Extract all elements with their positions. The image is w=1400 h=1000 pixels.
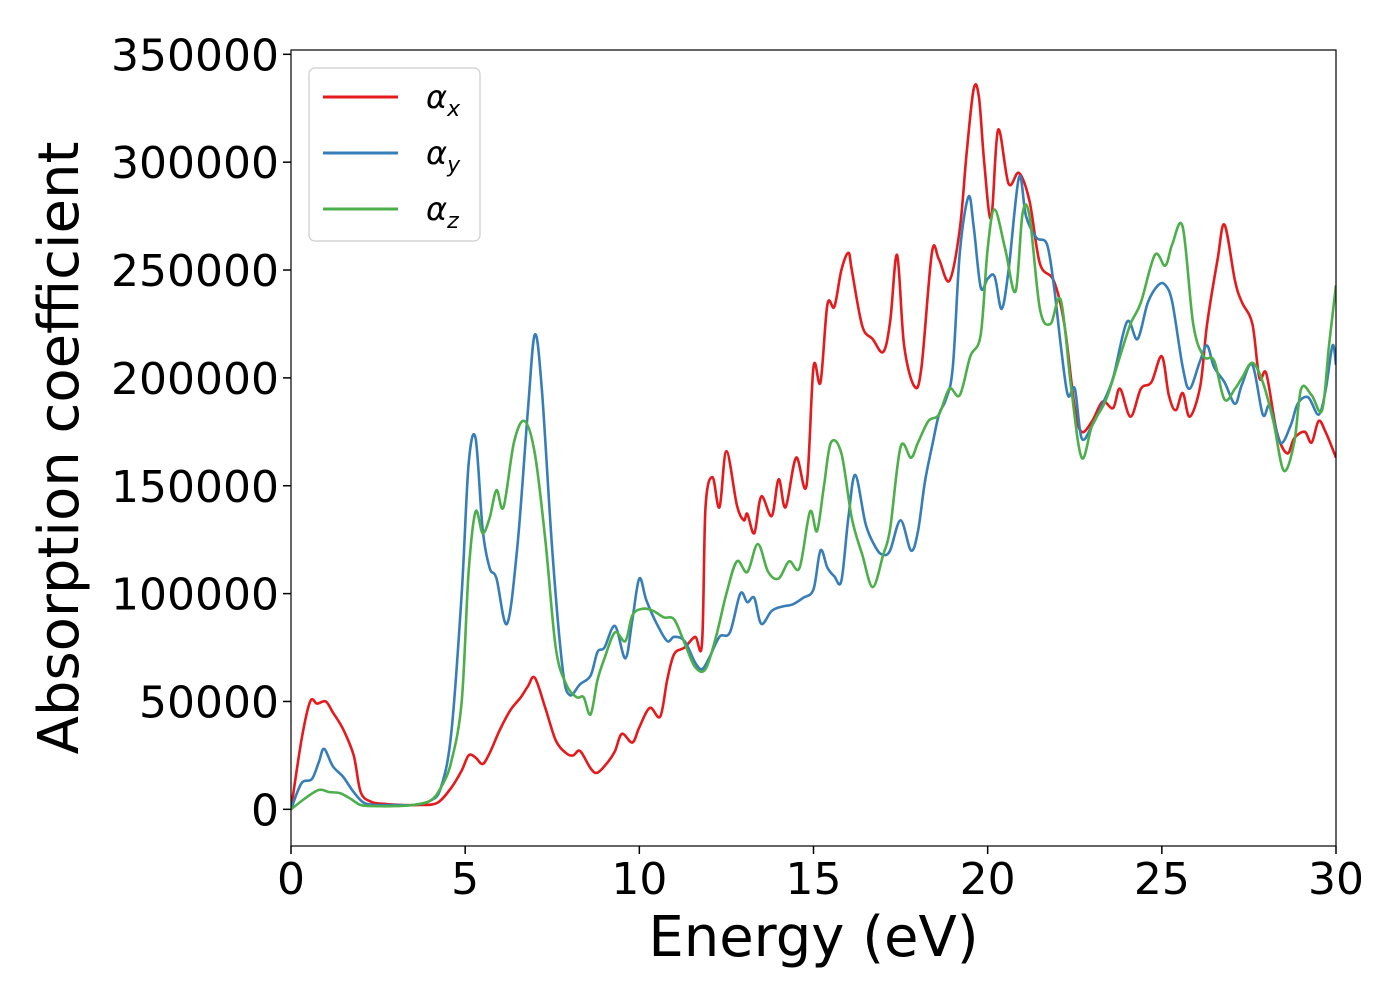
x-tick-label: 20 (960, 854, 1016, 905)
x-tick-label: 25 (1134, 854, 1190, 905)
x-tick-label: 30 (1308, 854, 1364, 905)
y-tick-label: 100000 (111, 570, 279, 621)
x-tick-label: 5 (451, 854, 479, 905)
y-tick-label: 250000 (111, 246, 279, 297)
x-tick-label: 10 (611, 854, 667, 905)
y-tick-label: 50000 (139, 677, 279, 728)
legend-items: αx αy αz (323, 78, 461, 234)
y-tick-label: 350000 (111, 30, 279, 81)
series-line-z (291, 203, 1336, 811)
series-layer (291, 83, 1336, 811)
legend-label-x: αx (426, 78, 461, 122)
y-tick-label: 300000 (111, 138, 279, 189)
legend-label-z: αz (426, 190, 459, 234)
series-line-x (291, 83, 1336, 810)
legend: αx αy αz (308, 67, 481, 242)
x-tick-label: 15 (786, 854, 842, 905)
x-axis-title: Energy (eV) (648, 905, 978, 970)
y-tick-label: 0 (251, 785, 279, 836)
y-tick-label: 200000 (111, 354, 279, 405)
x-tick-label: 0 (277, 854, 305, 905)
x-axis: 0 5 10 15 20 25 30 (277, 846, 1364, 905)
legend-label-y: αy (426, 134, 461, 178)
y-axis: 0 50000 100000 150000 200000 250000 300000 3500… (111, 30, 291, 836)
y-tick-label: 150000 (111, 462, 279, 513)
y-axis-title: Absorption coefficient (27, 142, 92, 755)
series-line-y (291, 174, 1336, 810)
